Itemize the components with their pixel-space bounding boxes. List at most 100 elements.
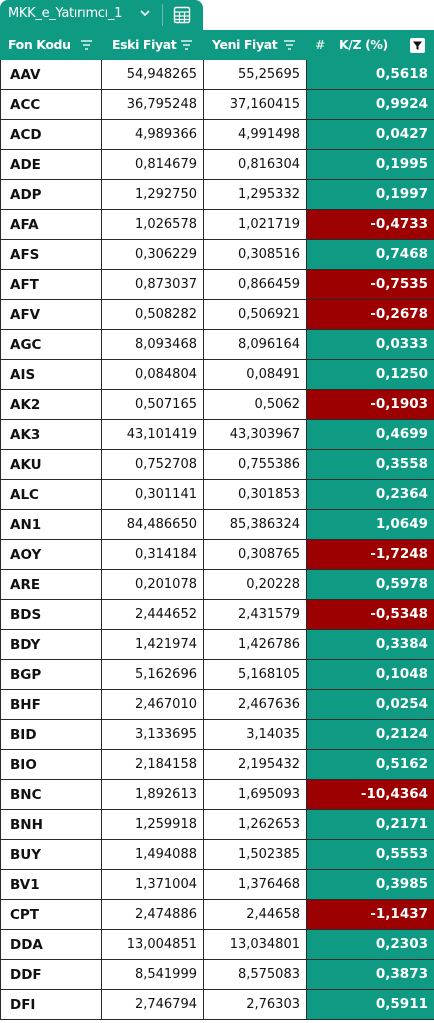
old-price-cell[interactable]: 3,133695 <box>102 720 204 749</box>
old-price-cell[interactable]: 5,162696 <box>102 660 204 689</box>
table-row[interactable]: BIO 2,184158 2,195432 0,5162 <box>0 750 434 780</box>
profit-loss-cell[interactable]: 0,5553 <box>307 840 434 869</box>
table-row[interactable]: ACD 4,989366 4,991498 0,0427 <box>0 120 434 150</box>
new-price-cell[interactable]: 55,25695 <box>204 60 307 89</box>
profit-loss-cell[interactable]: 0,3873 <box>307 960 434 989</box>
fund-code-cell[interactable]: BGP <box>0 660 102 689</box>
new-price-cell[interactable]: 8,575083 <box>204 960 307 989</box>
table-row[interactable]: AAV 54,948265 55,25695 0,5618 <box>0 60 434 90</box>
profit-loss-cell[interactable]: 0,4699 <box>307 420 434 449</box>
new-price-cell[interactable]: 3,14035 <box>204 720 307 749</box>
table-row[interactable]: ARE 0,201078 0,20228 0,5978 <box>0 570 434 600</box>
new-price-cell[interactable]: 0,308765 <box>204 540 307 569</box>
new-price-cell[interactable]: 0,506921 <box>204 300 307 329</box>
new-price-cell[interactable]: 0,08491 <box>204 360 307 389</box>
table-row[interactable]: AK2 0,507165 0,5062 -0,1903 <box>0 390 434 420</box>
old-price-cell[interactable]: 1,026578 <box>102 210 204 239</box>
table-row[interactable]: BNC 1,892613 1,695093 -10,4364 <box>0 780 434 810</box>
table-row[interactable]: DFI 2,746794 2,76303 0,5911 <box>0 990 434 1020</box>
old-price-cell[interactable]: 8,093468 <box>102 330 204 359</box>
profit-loss-cell[interactable]: 0,5162 <box>307 750 434 779</box>
profit-loss-cell[interactable]: -0,4733 <box>307 210 434 239</box>
fund-code-cell[interactable]: AFS <box>0 240 102 269</box>
filter-sort-icon[interactable] <box>180 39 193 51</box>
fund-code-cell[interactable]: AK3 <box>0 420 102 449</box>
fund-code-cell[interactable]: ALC <box>0 480 102 509</box>
new-price-cell[interactable]: 1,376468 <box>204 870 307 899</box>
filter-active-icon[interactable] <box>410 38 425 53</box>
fund-code-cell[interactable]: AFA <box>0 210 102 239</box>
table-row[interactable]: ACC 36,795248 37,160415 0,9924 <box>0 90 434 120</box>
old-price-cell[interactable]: 0,306229 <box>102 240 204 269</box>
fund-code-cell[interactable]: ACC <box>0 90 102 119</box>
old-price-cell[interactable]: 1,892613 <box>102 780 204 809</box>
fund-code-cell[interactable]: AIS <box>0 360 102 389</box>
fund-code-cell[interactable]: AKU <box>0 450 102 479</box>
old-price-cell[interactable]: 2,474886 <box>102 900 204 929</box>
old-price-cell[interactable]: 0,507165 <box>102 390 204 419</box>
fund-code-cell[interactable]: BV1 <box>0 870 102 899</box>
fund-code-cell[interactable]: AGC <box>0 330 102 359</box>
column-header-yeni-fiyat[interactable]: Yeni Fiyat <box>212 37 278 52</box>
old-price-cell[interactable]: 1,494088 <box>102 840 204 869</box>
table-row[interactable]: AFV 0,508282 0,506921 -0,2678 <box>0 300 434 330</box>
number-format-icon[interactable]: # <box>315 37 326 52</box>
new-price-cell[interactable]: 2,44658 <box>204 900 307 929</box>
new-price-cell[interactable]: 2,76303 <box>204 990 307 1019</box>
new-price-cell[interactable]: 1,502385 <box>204 840 307 869</box>
profit-loss-cell[interactable]: 1,0649 <box>307 510 434 539</box>
old-price-cell[interactable]: 0,201078 <box>102 570 204 599</box>
fund-code-cell[interactable]: AFT <box>0 270 102 299</box>
chevron-down-icon[interactable] <box>138 6 152 20</box>
filter-sort-icon[interactable] <box>283 39 296 51</box>
old-price-cell[interactable]: 2,184158 <box>102 750 204 779</box>
fund-code-cell[interactable]: BNC <box>0 780 102 809</box>
new-price-cell[interactable]: 0,20228 <box>204 570 307 599</box>
old-price-cell[interactable]: 1,421974 <box>102 630 204 659</box>
sheet-grid-icon[interactable] <box>172 5 192 25</box>
table-row[interactable]: DDA 13,004851 13,034801 0,2303 <box>0 930 434 960</box>
table-row[interactable]: ALC 0,301141 0,301853 0,2364 <box>0 480 434 510</box>
profit-loss-cell[interactable]: 0,1250 <box>307 360 434 389</box>
fund-code-cell[interactable]: BUY <box>0 840 102 869</box>
new-price-cell[interactable]: 37,160415 <box>204 90 307 119</box>
table-row[interactable]: BHF 2,467010 2,467636 0,0254 <box>0 690 434 720</box>
profit-loss-cell[interactable]: 0,3985 <box>307 870 434 899</box>
column-header-kz[interactable]: K/Z (%) <box>339 37 388 52</box>
profit-loss-cell[interactable]: 0,5978 <box>307 570 434 599</box>
fund-code-cell[interactable]: AOY <box>0 540 102 569</box>
fund-code-cell[interactable]: BDY <box>0 630 102 659</box>
table-row[interactable]: CPT 2,474886 2,44658 -1,1437 <box>0 900 434 930</box>
new-price-cell[interactable]: 1,426786 <box>204 630 307 659</box>
profit-loss-cell[interactable]: 0,2303 <box>307 930 434 959</box>
fund-code-cell[interactable]: ADE <box>0 150 102 179</box>
profit-loss-cell[interactable]: -1,7248 <box>307 540 434 569</box>
profit-loss-cell[interactable]: 0,7468 <box>307 240 434 269</box>
new-price-cell[interactable]: 0,866459 <box>204 270 307 299</box>
profit-loss-cell[interactable]: 0,2171 <box>307 810 434 839</box>
old-price-cell[interactable]: 13,004851 <box>102 930 204 959</box>
old-price-cell[interactable]: 0,301141 <box>102 480 204 509</box>
old-price-cell[interactable]: 0,814679 <box>102 150 204 179</box>
old-price-cell[interactable]: 0,873037 <box>102 270 204 299</box>
profit-loss-cell[interactable]: -0,5348 <box>307 600 434 629</box>
new-price-cell[interactable]: 0,301853 <box>204 480 307 509</box>
new-price-cell[interactable]: 0,308516 <box>204 240 307 269</box>
profit-loss-cell[interactable]: 0,2364 <box>307 480 434 509</box>
profit-loss-cell[interactable]: 0,1997 <box>307 180 434 209</box>
old-price-cell[interactable]: 0,752708 <box>102 450 204 479</box>
profit-loss-cell[interactable]: -0,2678 <box>307 300 434 329</box>
fund-code-cell[interactable]: DDF <box>0 960 102 989</box>
fund-code-cell[interactable]: ACD <box>0 120 102 149</box>
new-price-cell[interactable]: 1,262653 <box>204 810 307 839</box>
table-row[interactable]: BDS 2,444652 2,431579 -0,5348 <box>0 600 434 630</box>
profit-loss-cell[interactable]: 0,0427 <box>307 120 434 149</box>
profit-loss-cell[interactable]: -10,4364 <box>307 780 434 809</box>
table-row[interactable]: BGP 5,162696 5,168105 0,1048 <box>0 660 434 690</box>
fund-code-cell[interactable]: BHF <box>0 690 102 719</box>
fund-code-cell[interactable]: BID <box>0 720 102 749</box>
profit-loss-cell[interactable]: 0,3384 <box>307 630 434 659</box>
table-row[interactable]: ADE 0,814679 0,816304 0,1995 <box>0 150 434 180</box>
fund-code-cell[interactable]: DFI <box>0 990 102 1019</box>
fund-code-cell[interactable]: BNH <box>0 810 102 839</box>
